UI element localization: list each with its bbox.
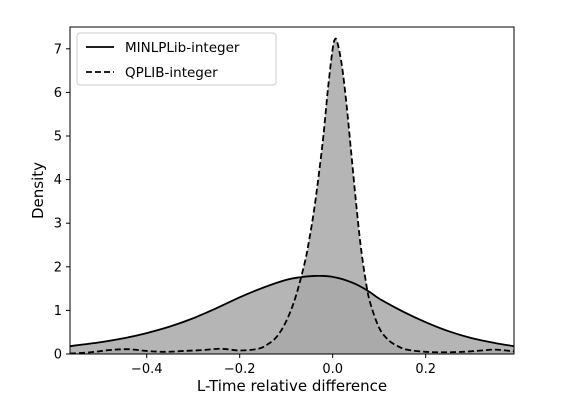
y-axis-ticks: 0 1 2 3 4 5 6 7 bbox=[54, 42, 70, 363]
x-axis-ticks: −0.4 −0.2 0.0 0.2 bbox=[131, 354, 436, 377]
legend-label-qplib: QPLIB-integer bbox=[125, 65, 218, 81]
y-tick-label: 0 bbox=[54, 348, 62, 363]
y-tick-label: 5 bbox=[54, 130, 62, 145]
density-fills bbox=[70, 38, 514, 354]
y-tick-label: 4 bbox=[54, 173, 62, 188]
x-axis-title: L-Time relative difference bbox=[197, 377, 387, 395]
x-tick-label: 0.0 bbox=[322, 362, 343, 377]
density-lines bbox=[69, 37, 515, 355]
plot-frame bbox=[69, 26, 515, 355]
density-line-qplib bbox=[69, 37, 515, 355]
y-axis-title: Density bbox=[29, 162, 47, 219]
density-line-minlplib bbox=[69, 274, 515, 348]
y-tick-label: 2 bbox=[54, 260, 62, 275]
x-tick-label: −0.2 bbox=[224, 362, 256, 377]
legend-box bbox=[76, 32, 277, 86]
y-tick-label: 1 bbox=[54, 304, 62, 319]
legend: MINLPLib-integer QPLIB-integer bbox=[76, 32, 277, 86]
x-tick-label: −0.4 bbox=[131, 362, 163, 377]
y-tick-label: 6 bbox=[54, 86, 62, 101]
y-tick-label: 3 bbox=[54, 217, 62, 232]
legend-label-minlplib: MINLPLib-integer bbox=[125, 40, 240, 56]
x-tick-label: 0.2 bbox=[415, 362, 436, 377]
y-tick-label: 7 bbox=[54, 42, 62, 57]
